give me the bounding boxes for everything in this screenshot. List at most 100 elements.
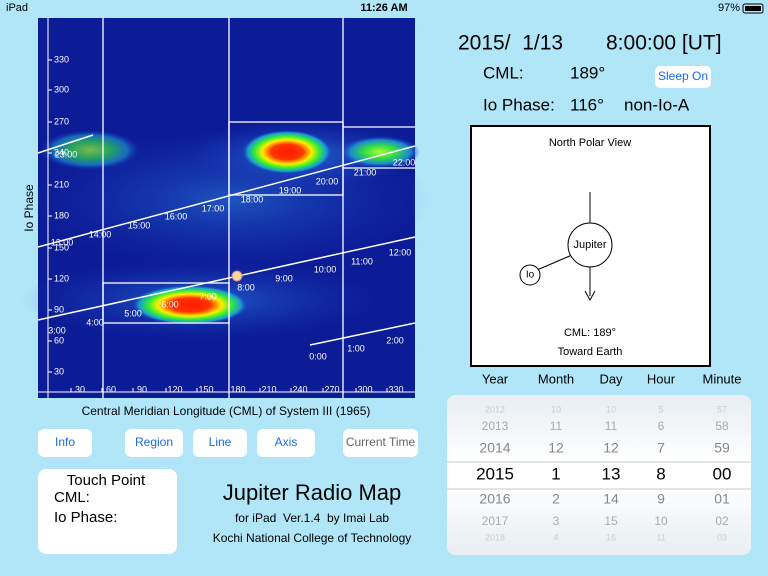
button-label[interactable]: Region [135, 435, 173, 449]
picker-item[interactable]: 7 [657, 440, 665, 456]
picker-item[interactable]: 57 [717, 404, 727, 414]
picker-item[interactable]: 2015 [476, 464, 514, 483]
picker-item[interactable]: 11 [605, 419, 618, 433]
time-label: 2:00 [386, 335, 404, 345]
app-institution: Kochi National College of Technology [213, 531, 412, 545]
picker-item[interactable]: 01 [714, 491, 730, 507]
io-phase-label: Io Phase: [483, 95, 555, 114]
time-label: 17:00 [202, 203, 225, 213]
button-label[interactable]: Line [209, 435, 232, 449]
y-tick-label: 210 [54, 179, 69, 189]
button[interactable] [38, 429, 92, 457]
region: non-Io-A [624, 95, 690, 114]
picker-item[interactable]: 11 [656, 532, 665, 542]
y-tick-label: 150 [54, 242, 69, 252]
picker-item[interactable]: 6 [658, 419, 665, 433]
picker-item[interactable]: 8 [656, 464, 665, 483]
x-tick-label: 180 [230, 384, 245, 394]
time-label: 0:00 [309, 351, 327, 361]
x-axis-label: Central Meridian Longitude (CML) of Syst… [82, 404, 371, 418]
picker-item[interactable]: 2 [552, 491, 560, 507]
y-tick-label: 60 [54, 335, 64, 345]
picker-item[interactable]: 59 [714, 440, 730, 456]
picker-item[interactable]: 1 [551, 464, 560, 483]
status-device: iPad [6, 2, 28, 14]
y-tick-label: 30 [54, 366, 64, 376]
date: 2015/ 1/13 [458, 32, 563, 55]
cml-label: CML: [483, 63, 524, 82]
picker-item[interactable]: 2017 [482, 514, 509, 528]
time-label: 12:00 [389, 247, 412, 257]
time-label: 1:00 [347, 343, 365, 353]
app-version: for iPad Ver.1.4 by Imai Lab [235, 511, 389, 525]
picker-item[interactable]: 11 [550, 419, 563, 433]
picker-item[interactable]: 13 [602, 464, 621, 483]
button-label[interactable]: Axis [275, 435, 298, 449]
picker-item[interactable]: 2016 [479, 491, 510, 507]
y-tick-label: 270 [54, 116, 69, 126]
button[interactable] [125, 429, 183, 457]
picker-item[interactable]: 10 [551, 404, 561, 414]
picker-header: Minute [702, 371, 741, 386]
button[interactable] [257, 429, 315, 457]
time-label: 16:00 [165, 211, 188, 221]
sleep-button[interactable] [655, 66, 711, 88]
radio-map[interactable] [20, 18, 430, 398]
time-label: 5:00 [124, 308, 142, 318]
picker-item[interactable]: 03 [717, 532, 727, 542]
picker-header: Day [599, 371, 623, 386]
status-battery: 97% [718, 2, 740, 14]
time-label: 3:00 [48, 325, 66, 335]
picker-item[interactable]: 10 [606, 404, 616, 414]
picker-item[interactable]: 58 [715, 419, 729, 433]
picker-item[interactable]: 9 [657, 491, 665, 507]
picker-item[interactable]: 5 [658, 404, 663, 414]
y-tick-label: 120 [54, 273, 69, 283]
date-picker[interactable] [447, 395, 751, 555]
polar-view-title: North Polar View [549, 137, 631, 149]
cml-value: 189° [570, 63, 605, 82]
time-label: 7:00 [199, 291, 217, 301]
x-tick-label: 300 [357, 384, 372, 394]
sleep-button-label[interactable]: Sleep On [658, 69, 708, 83]
button[interactable] [343, 429, 418, 457]
time-label: 20:00 [316, 176, 339, 186]
polar-cml: CML: 189° [564, 327, 616, 339]
button[interactable] [193, 429, 247, 457]
picker-item[interactable]: 2013 [482, 419, 509, 433]
picker-item[interactable]: 12 [548, 440, 564, 456]
jupiter [567, 222, 613, 268]
jupiter-label: Jupiter [573, 239, 606, 251]
current-position [231, 270, 243, 282]
picker-item[interactable]: 4 [553, 532, 558, 542]
button-label[interactable]: Current Time [346, 435, 416, 449]
time-label: 22:00 [393, 157, 416, 167]
time-label: 8:00 [237, 282, 255, 292]
picker-item[interactable]: 10 [654, 514, 668, 528]
picker-item[interactable]: 00 [713, 464, 732, 483]
picker-item[interactable]: 2018 [485, 532, 505, 542]
time-label: 11:00 [351, 256, 373, 266]
x-tick-label: 210 [261, 384, 276, 394]
picker-item[interactable]: 16 [606, 532, 616, 542]
touch-point-panel [38, 469, 177, 554]
app-title: Jupiter Radio Map [223, 480, 402, 505]
map-emission [40, 130, 140, 170]
time-label: 9:00 [275, 273, 293, 283]
picker-item[interactable]: 14 [603, 491, 619, 507]
touch-point-title: Touch Point [67, 472, 146, 489]
x-tick-label: 120 [167, 384, 182, 394]
picker-item[interactable]: 2014 [479, 440, 510, 456]
x-tick-label: 30 [75, 384, 85, 394]
io [519, 264, 541, 286]
picker-item[interactable]: 2012 [485, 404, 505, 414]
picker-item[interactable]: 15 [604, 514, 618, 528]
picker-item[interactable]: 12 [603, 440, 619, 456]
picker-item[interactable]: 02 [715, 514, 729, 528]
button-label[interactable]: Info [55, 435, 75, 449]
battery-level [745, 6, 761, 11]
picker-header: Year [482, 371, 509, 386]
picker-item[interactable]: 3 [553, 514, 560, 528]
x-tick-label: 240 [292, 384, 307, 394]
